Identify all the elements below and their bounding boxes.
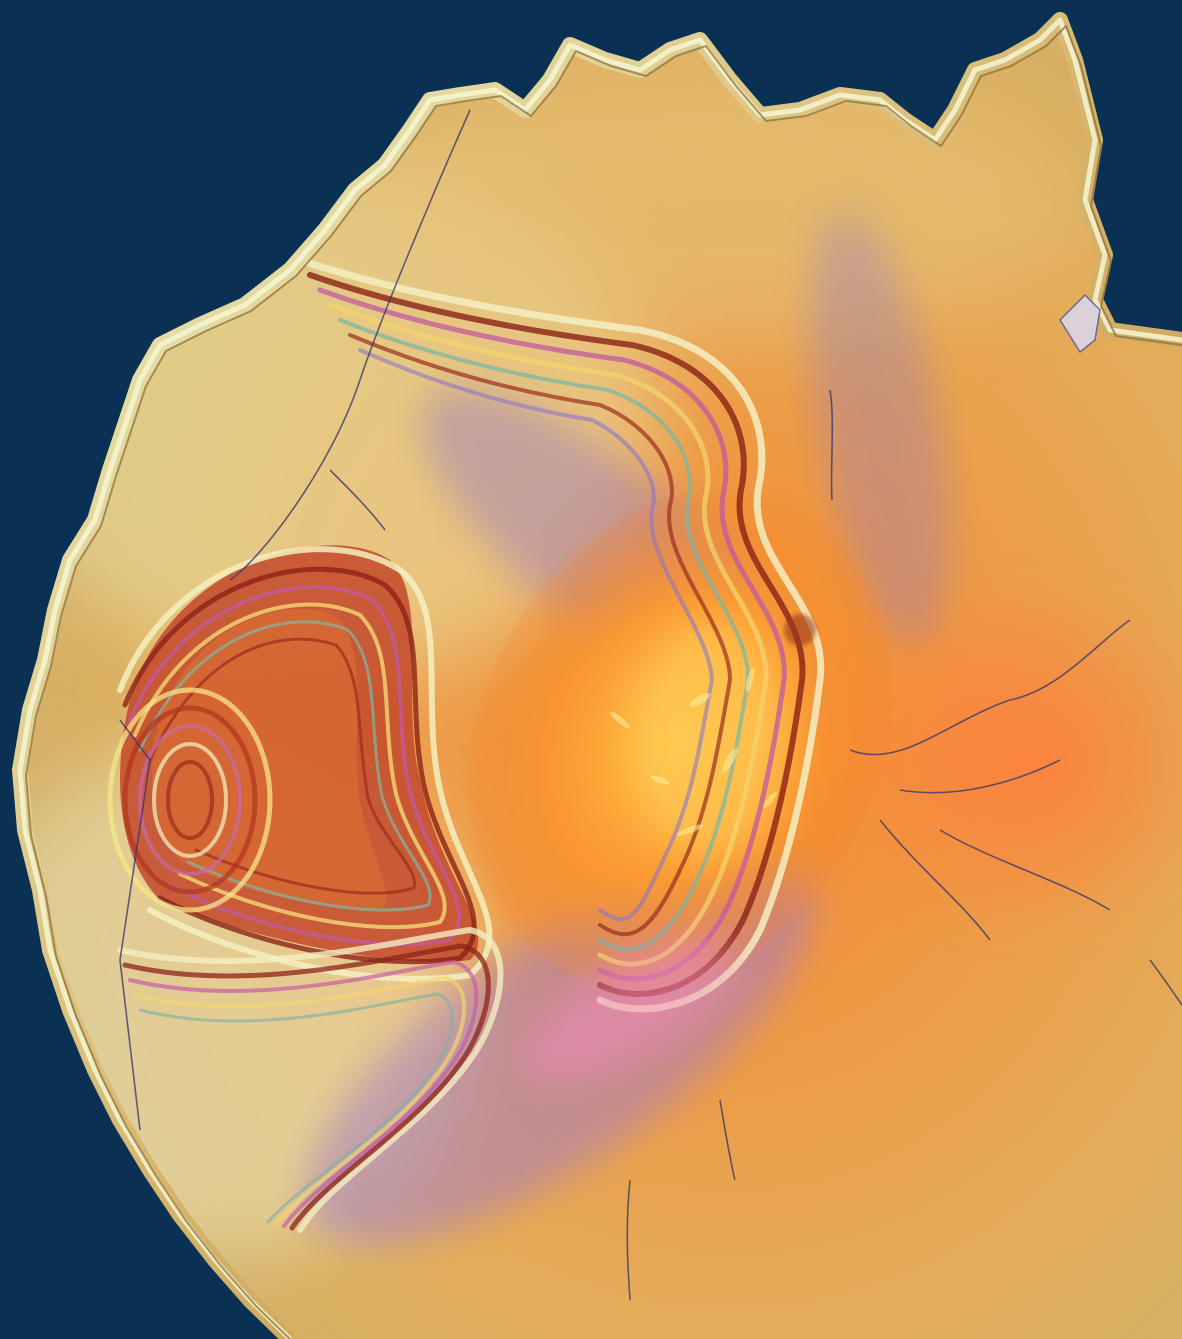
interference-fringes-left	[117, 546, 493, 982]
interference-fringes-lower	[117, 926, 504, 1233]
interference-fringes-center	[296, 256, 825, 1013]
core-texture	[610, 668, 777, 836]
concentric-rings	[107, 687, 273, 913]
rim-flake	[1059, 293, 1101, 354]
crack-lines	[119, 109, 1182, 1301]
